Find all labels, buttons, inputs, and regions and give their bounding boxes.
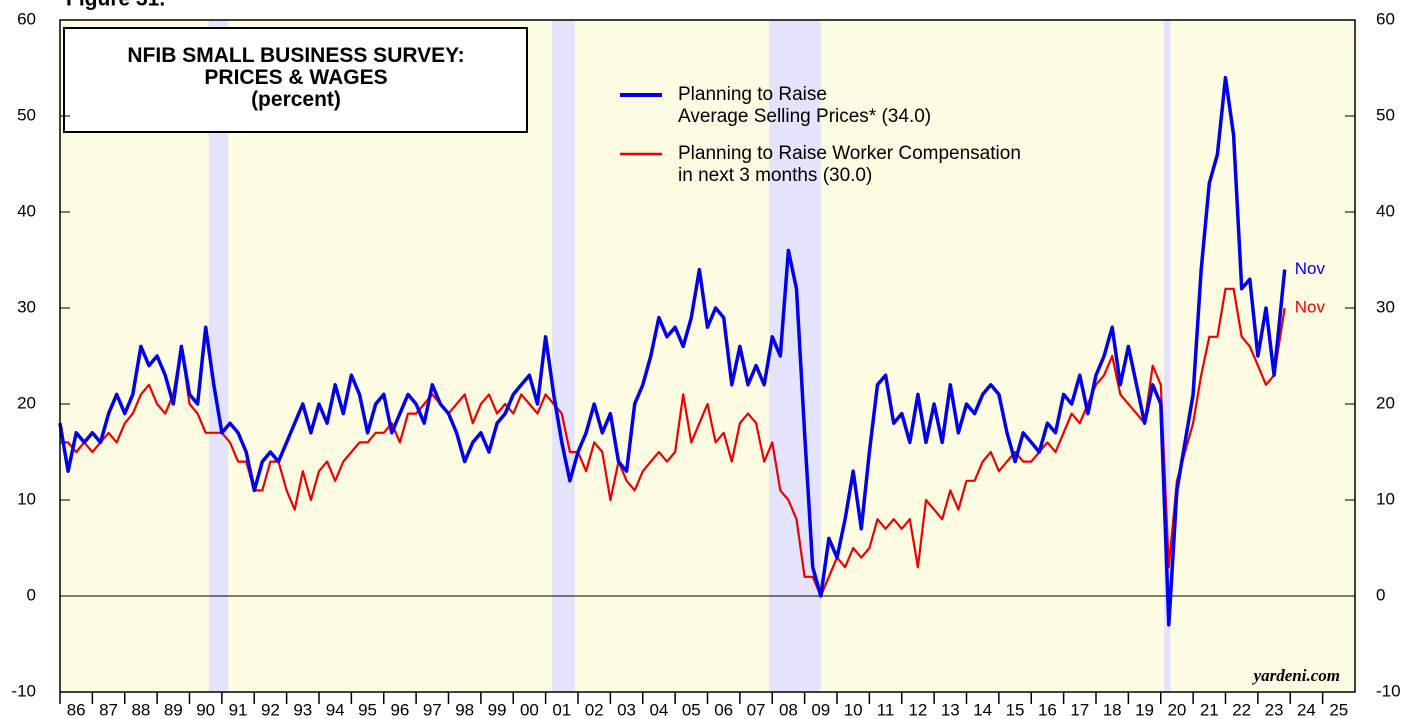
- recession-shading: [208, 20, 1171, 692]
- x-tick-label: 07: [747, 700, 766, 719]
- y2-tick-label: 40: [1376, 201, 1395, 220]
- x-tick-label: 20: [1167, 700, 1186, 719]
- x-tick-label: 09: [811, 700, 830, 719]
- x-tick-label: 13: [941, 700, 960, 719]
- series-line: [58, 75, 1287, 627]
- series-lines: [58, 75, 1287, 627]
- y-tick-label: 20: [17, 393, 36, 412]
- y-tick-label: 50: [17, 105, 36, 124]
- x-tick-label: 89: [164, 700, 183, 719]
- recession-band: [769, 20, 821, 692]
- recession-band: [552, 20, 575, 692]
- x-tick-label: 91: [229, 700, 248, 719]
- x-tick-label: 04: [649, 700, 668, 719]
- x-tick-label: 99: [488, 700, 507, 719]
- x-tick-label: 94: [326, 700, 345, 719]
- y-tick-label: 60: [17, 9, 36, 28]
- x-tick-label: 19: [1135, 700, 1154, 719]
- y-tick-label: 10: [17, 489, 36, 508]
- x-tick-label: 92: [261, 700, 280, 719]
- x-tick-label: 18: [1103, 700, 1122, 719]
- y2-tick-label: -10: [1376, 681, 1401, 700]
- title-box: [63, 27, 528, 133]
- x-tick-label: 97: [423, 700, 442, 719]
- x-tick-label: 00: [520, 700, 539, 719]
- x-tick-label: 24: [1297, 700, 1316, 719]
- x-tick-label: 01: [552, 700, 571, 719]
- recession-band: [1163, 20, 1171, 692]
- y-tick-label: -10: [11, 681, 36, 700]
- y2-tick-label: 0: [1376, 585, 1385, 604]
- end-label: Nov: [1295, 259, 1326, 278]
- x-tick-label: 90: [196, 700, 215, 719]
- legend-label: Planning to Raise Worker Compensation in …: [678, 143, 1021, 186]
- chart-title: NFIB SMALL BUSINESS SURVEY: PRICES & WAGE…: [127, 44, 464, 111]
- x-tick-label: 95: [358, 700, 377, 719]
- x-tick-label: 10: [844, 700, 863, 719]
- x-tick-label: 25: [1329, 700, 1348, 719]
- x-tick-label: 15: [1006, 700, 1025, 719]
- x-tick-label: 87: [99, 700, 118, 719]
- figure-label: Figure 31.: [66, 0, 165, 11]
- legend-label: Planning to Raise Average Selling Prices*…: [678, 84, 931, 127]
- y-tick-label: 0: [27, 585, 36, 604]
- y2-tick-label: 30: [1376, 297, 1395, 316]
- x-tick-label: 88: [131, 700, 150, 719]
- x-tick-label: 12: [908, 700, 927, 719]
- y2-tick-label: 10: [1376, 489, 1395, 508]
- recession-band: [208, 20, 229, 692]
- y-tick-label: 40: [17, 201, 36, 220]
- x-tick-label: 14: [973, 700, 992, 719]
- x-tick-label: 17: [1070, 700, 1089, 719]
- x-tick-label: 96: [390, 700, 409, 719]
- x-tick-label: 98: [455, 700, 474, 719]
- end-label: Nov: [1295, 297, 1326, 316]
- x-tick-label: 08: [779, 700, 798, 719]
- x-tick-label: 02: [585, 700, 604, 719]
- y-tick-label: 30: [17, 297, 36, 316]
- x-tick-label: 22: [1232, 700, 1251, 719]
- x-tick-label: 93: [293, 700, 312, 719]
- x-tick-label: 05: [682, 700, 701, 719]
- x-tick-label: 11: [877, 700, 895, 719]
- x-tick-label: 23: [1265, 700, 1284, 719]
- y2-tick-label: 60: [1376, 9, 1395, 28]
- x-tick-label: 16: [1038, 700, 1057, 719]
- source: yardeni.com: [1252, 666, 1340, 685]
- x-tick-label: 06: [714, 700, 733, 719]
- y2-tick-label: 50: [1376, 105, 1395, 124]
- y2-tick-label: 20: [1376, 393, 1395, 412]
- x-tick-label: 86: [67, 700, 86, 719]
- x-tick-label: 21: [1200, 700, 1219, 719]
- series-line: [60, 287, 1286, 598]
- x-tick-label: 03: [617, 700, 636, 719]
